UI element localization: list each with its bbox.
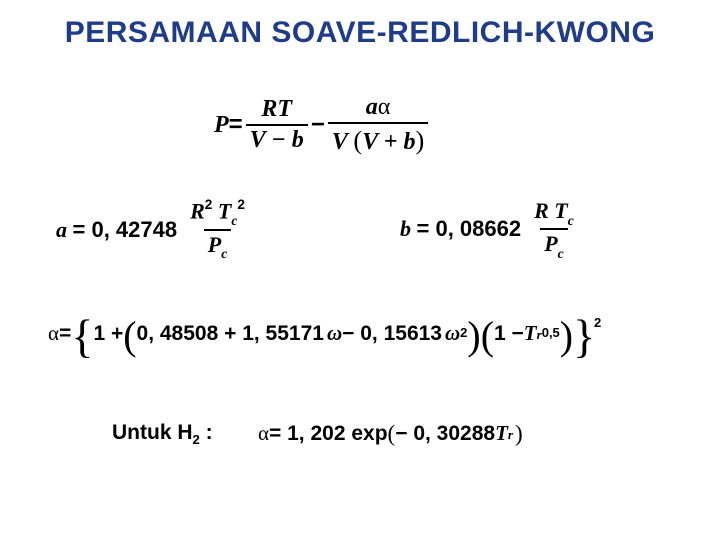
rparen-tr: ) xyxy=(560,324,573,348)
sub-c1: c xyxy=(231,213,237,228)
eq-main: P = RT V − b − aα V (V + b) xyxy=(214,94,431,156)
omega2: ω xyxy=(445,321,460,346)
h2-tr: r xyxy=(508,427,513,443)
sub-c2: c xyxy=(221,246,227,261)
sym-alpha2: α xyxy=(48,321,59,346)
h2-arg: − 0, 30288 xyxy=(395,422,495,446)
rbrace: } xyxy=(573,323,595,351)
b-lhs: b = 0, 08662 xyxy=(400,216,521,242)
outer-sq: 2 xyxy=(594,315,601,330)
sym-alpha3: α xyxy=(258,421,269,446)
untuk-text: Untuk H xyxy=(112,421,193,444)
slide-title: PERSAMAAN SOAVE-REDLICH-KWONG xyxy=(0,16,720,50)
den-VVb: V (V + b) xyxy=(328,122,428,156)
num-aalpha: aα xyxy=(362,94,395,122)
rparen-poly: ) xyxy=(467,324,480,348)
h2-sub: 2 xyxy=(193,432,200,447)
rpar: ) xyxy=(415,125,424,155)
a-den: Pc xyxy=(204,229,232,261)
op-eq: = xyxy=(229,111,243,139)
sym-V: V xyxy=(332,129,348,155)
h2-rpar: ) xyxy=(515,420,523,447)
eq-alpha: α = { 1 + ( 0, 48508 + 1, 55171 ω − 0, 1… xyxy=(48,320,603,348)
h2-rhs: = 1, 202 exp xyxy=(269,422,388,446)
one-minus: 1 − xyxy=(494,322,524,346)
frac-1: RT V − b xyxy=(246,96,308,154)
b-frac: R Tc Pc xyxy=(530,198,578,261)
omega-sq: 2 xyxy=(460,325,467,340)
eq-h2-label: Untuk H2 : xyxy=(112,420,213,447)
den-Vmb: V − b xyxy=(246,124,308,154)
sym-Vpb: V + b xyxy=(362,129,415,155)
poly2: − 0, 15613 xyxy=(342,322,442,346)
sub-c3: c xyxy=(568,213,574,228)
a-frac: R2 Tc2 Pc xyxy=(186,198,249,261)
lpar: ( xyxy=(353,125,362,155)
sup-2b: 2 xyxy=(237,197,245,212)
sym-alpha: α xyxy=(378,94,391,120)
op-minus: − xyxy=(311,111,325,139)
sub-c4: c xyxy=(558,246,564,261)
eq-b: b = 0, 08662 R Tc Pc xyxy=(400,198,581,261)
sym-a: a xyxy=(366,94,378,120)
omega1: ω xyxy=(327,321,342,346)
lbrace: { xyxy=(71,323,93,351)
poly1: 0, 48508 + 1, 55171 xyxy=(137,322,324,346)
b-den: Pc xyxy=(540,228,568,260)
one-plus: 1 + xyxy=(93,322,123,346)
eq-a: a = 0, 42748 R2 Tc2 Pc xyxy=(56,198,252,261)
lparen-poly: ( xyxy=(123,324,136,348)
op-eq2: = xyxy=(59,322,71,346)
frac-2: aα V (V + b) xyxy=(328,94,428,156)
lparen-tr: ( xyxy=(481,324,494,348)
eq-h2: α = 1, 202 exp ( − 0, 30288 Tr ) xyxy=(258,420,523,447)
tr-sup: 0,5 xyxy=(542,325,560,340)
num-RT: RT xyxy=(257,96,296,124)
label-untuk: Untuk H2 : xyxy=(112,421,213,444)
a-lhs: a = 0, 42748 xyxy=(56,217,177,243)
sup-2a: 2 xyxy=(205,197,213,212)
h2-lpar: ( xyxy=(388,420,396,447)
sym-P: P xyxy=(214,112,229,139)
a-num: R2 Tc2 xyxy=(186,198,249,229)
colon: : xyxy=(200,421,213,444)
b-num: R Tc xyxy=(530,198,578,228)
